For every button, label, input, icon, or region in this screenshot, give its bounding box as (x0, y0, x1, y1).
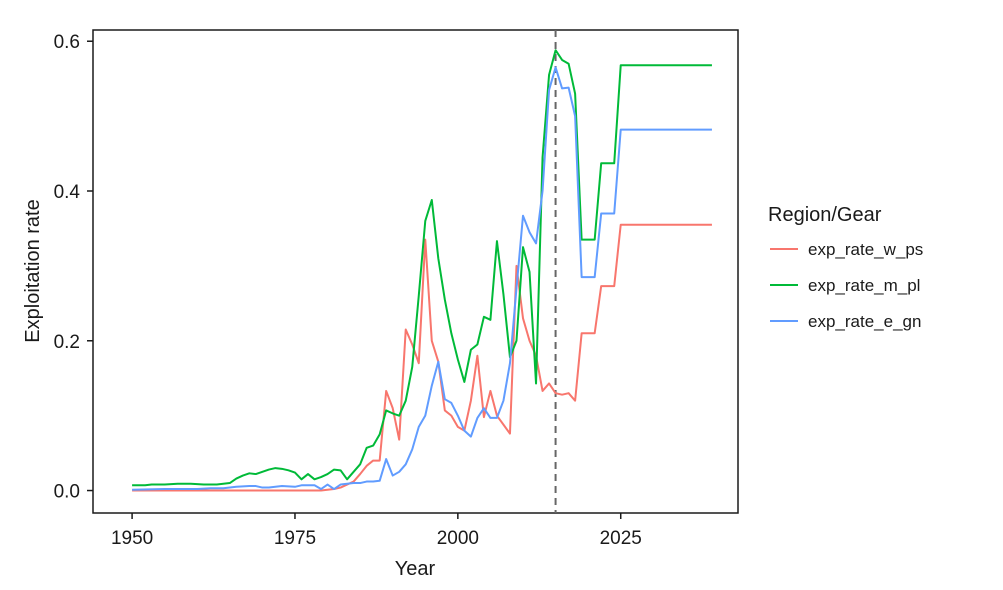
y-axis-title: Exploitation rate (22, 199, 44, 342)
series-line-exp-rate-m-pl (132, 49, 712, 487)
legend-label-exp-rate-e-gn: exp_rate_e_gn (808, 312, 921, 331)
series-line-exp-rate-w-ps (132, 223, 712, 492)
series-line-exp-rate-e-gn (132, 66, 712, 491)
y-tick-label: 0.0 (54, 482, 80, 503)
legend-title: Region/Gear (768, 204, 882, 226)
x-tick-label: 1975 (274, 528, 316, 549)
series-layer (132, 49, 712, 492)
legend: Region/Gear exp_rate_w_ps exp_rate_m_plex… (768, 204, 923, 331)
legend-label-exp-rate-m-pl: exp_rate_m_pl (808, 276, 920, 295)
y-tick-label: 0.4 (54, 182, 81, 203)
legend-label-exp-rate-w-ps: exp_rate_w_ps (808, 240, 923, 259)
axes-layer: 1950 1975 2000 2025 0.0 0.2 0.4 0.6 (54, 32, 642, 549)
x-axis-title: Year (395, 558, 436, 580)
x-tick-label: 2000 (437, 528, 479, 549)
y-tick-label: 0.6 (54, 32, 80, 53)
x-tick-label: 2025 (600, 528, 642, 549)
y-tick-label: 0.2 (54, 332, 80, 353)
x-tick-label: 1950 (111, 528, 153, 549)
plot-panel (92, 29, 739, 514)
